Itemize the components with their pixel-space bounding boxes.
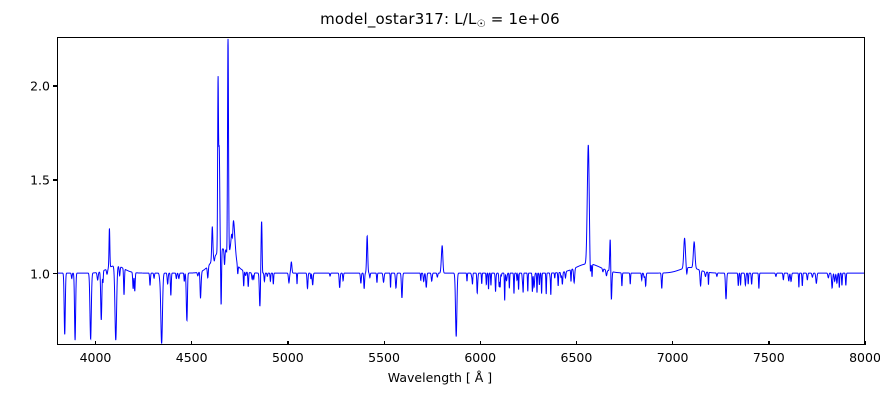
x-tick-mark — [287, 341, 289, 345]
x-tick-label: 6000 — [464, 350, 497, 365]
x-tick-label: 7500 — [752, 350, 785, 365]
x-tick-label: 4000 — [79, 350, 112, 365]
x-tick-mark — [479, 341, 482, 345]
x-tick-mark — [383, 341, 385, 345]
x-tick-label: 4500 — [175, 350, 208, 365]
spectrum-data-line — [58, 38, 864, 344]
y-tick-label: 1.5 — [30, 172, 50, 188]
sun-symbol-subscript: ☉ — [476, 18, 486, 30]
x-tick-label: 7000 — [656, 350, 689, 365]
x-tick-label: 6500 — [560, 350, 593, 365]
chart-title-tail: = 1e+06 — [485, 10, 560, 28]
x-tick-mark — [864, 341, 866, 345]
spectrum-line-plot — [58, 38, 864, 344]
x-tick-mark — [575, 341, 578, 345]
x-tick-mark — [191, 341, 193, 345]
x-tick-mark — [768, 341, 770, 345]
x-tick-label: 8000 — [849, 350, 880, 365]
y-tick-label: 2.0 — [30, 78, 50, 94]
x-axis-title: Wavelength [ Å ] — [387, 370, 493, 385]
x-tick-label: 5000 — [271, 350, 304, 365]
chart-title-main: model_ostar317: L/L — [320, 10, 477, 28]
x-tick-mark — [672, 341, 674, 345]
x-tick-mark — [94, 341, 97, 345]
x-tick-label: 5500 — [368, 350, 400, 365]
plot-area — [57, 37, 865, 345]
chart-title: model_ostar317: L/L☉ = 1e+06 — [0, 10, 880, 30]
y-tick-label: 1.0 — [30, 266, 50, 282]
